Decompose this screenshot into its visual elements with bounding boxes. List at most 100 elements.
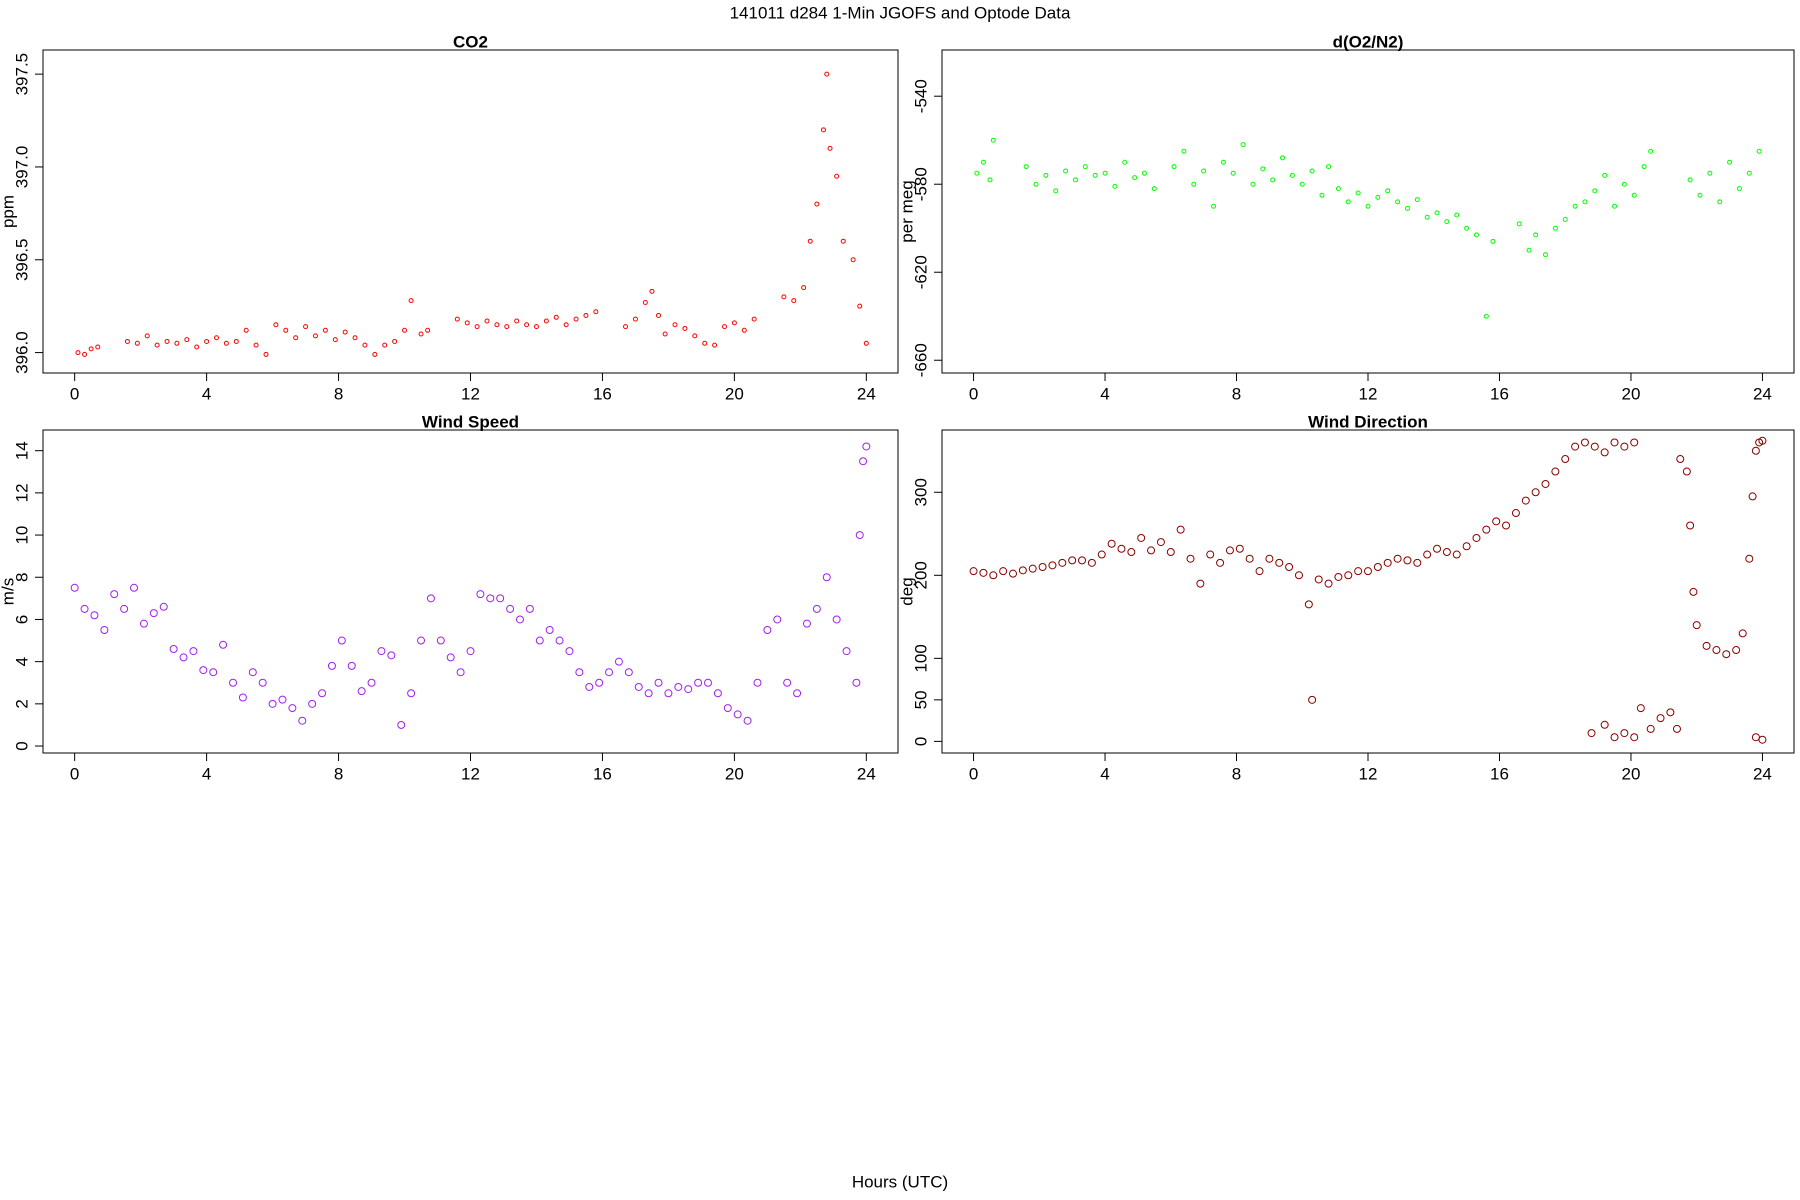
data-point xyxy=(1745,554,1754,563)
data-point xyxy=(332,337,338,343)
data-point xyxy=(1444,219,1450,225)
data-point xyxy=(1087,558,1096,567)
data-point xyxy=(347,661,356,670)
data-point xyxy=(90,611,99,620)
data-point xyxy=(605,668,614,677)
data-point xyxy=(1166,548,1175,557)
data-point xyxy=(1562,216,1568,222)
data-point xyxy=(80,604,89,613)
x-tick-label: 16 xyxy=(593,384,612,403)
data-point xyxy=(1092,172,1098,178)
y-tick-label: 300 xyxy=(911,478,930,506)
data-point xyxy=(436,636,445,645)
data-point xyxy=(731,320,737,326)
x-tick-label: 0 xyxy=(70,384,79,403)
data-point xyxy=(1018,566,1027,575)
data-point xyxy=(95,344,101,350)
data-point xyxy=(504,324,510,330)
data-point xyxy=(418,331,424,337)
panel-title: Wind Direction xyxy=(1308,412,1428,431)
panel-title: d(O2/N2) xyxy=(1333,32,1404,51)
data-point xyxy=(573,316,579,322)
data-point xyxy=(672,322,678,328)
data-point xyxy=(1756,148,1762,154)
x-tick-label: 8 xyxy=(334,384,343,403)
data-point xyxy=(194,344,200,350)
data-point xyxy=(834,173,840,179)
data-point xyxy=(283,327,289,333)
data-point xyxy=(1543,252,1548,258)
data-point xyxy=(989,571,998,580)
data-point xyxy=(1648,148,1654,154)
data-point xyxy=(812,604,821,613)
data-point xyxy=(1414,197,1420,203)
data-point xyxy=(704,678,712,687)
data-point xyxy=(824,71,830,77)
data-point xyxy=(263,351,269,357)
data-point xyxy=(1186,554,1195,563)
data-point xyxy=(298,716,307,725)
data-point xyxy=(692,333,698,339)
data-point xyxy=(863,340,869,346)
data-point xyxy=(496,594,505,603)
data-point xyxy=(1689,587,1698,596)
figure-title: 141011 d284 1-Min JGOFS and Optode Data xyxy=(730,3,1071,22)
data-point xyxy=(1552,225,1558,231)
data-point xyxy=(1137,533,1146,542)
data-point xyxy=(593,309,599,315)
data-point xyxy=(987,177,993,183)
data-point xyxy=(1225,546,1234,555)
data-point xyxy=(555,636,564,645)
data-point xyxy=(1156,538,1165,547)
data-point xyxy=(1043,172,1049,178)
x-tick-label: 20 xyxy=(1622,384,1641,403)
data-point xyxy=(1072,177,1078,183)
data-point xyxy=(1053,188,1059,194)
data-point xyxy=(288,704,297,713)
y-tick-label: 2 xyxy=(12,699,31,708)
data-point xyxy=(1702,641,1711,650)
data-point xyxy=(229,678,237,687)
data-point xyxy=(1211,203,1217,209)
panel-title: CO2 xyxy=(453,32,488,51)
data-point xyxy=(1102,170,1108,176)
data-point xyxy=(1127,548,1136,557)
x-tick-label: 24 xyxy=(1753,384,1772,403)
data-point xyxy=(1245,554,1254,563)
data-point xyxy=(852,678,861,687)
data-point xyxy=(1196,579,1205,588)
data-point xyxy=(1656,714,1665,723)
y-tick-label: 100 xyxy=(911,644,930,672)
data-point xyxy=(1516,221,1522,227)
data-point xyxy=(1590,442,1599,451)
data-point xyxy=(1490,238,1496,244)
data-point xyxy=(397,720,406,729)
data-point xyxy=(585,682,594,691)
data-point xyxy=(713,689,722,698)
y-tick-label: 396.5 xyxy=(12,238,31,281)
data-point xyxy=(802,619,811,628)
y-tick-label: 50 xyxy=(911,690,930,709)
data-point xyxy=(974,170,980,176)
data-point xyxy=(1230,170,1236,176)
data-point xyxy=(1758,436,1767,445)
x-tick-label: 4 xyxy=(202,764,211,783)
data-point xyxy=(614,657,623,666)
data-point xyxy=(514,318,520,324)
data-point xyxy=(1732,646,1741,655)
data-point xyxy=(654,678,663,687)
data-point xyxy=(199,666,208,675)
data-point xyxy=(857,303,863,309)
data-point xyxy=(1023,164,1029,170)
data-point xyxy=(791,298,797,304)
data-point xyxy=(1355,190,1361,196)
data-point xyxy=(1147,546,1156,555)
data-point xyxy=(1533,232,1539,238)
data-point xyxy=(1304,600,1313,609)
data-point xyxy=(1692,621,1701,630)
data-point xyxy=(1434,210,1440,216)
data-point xyxy=(1240,142,1246,148)
data-point xyxy=(214,335,220,341)
data-point xyxy=(1393,554,1402,563)
